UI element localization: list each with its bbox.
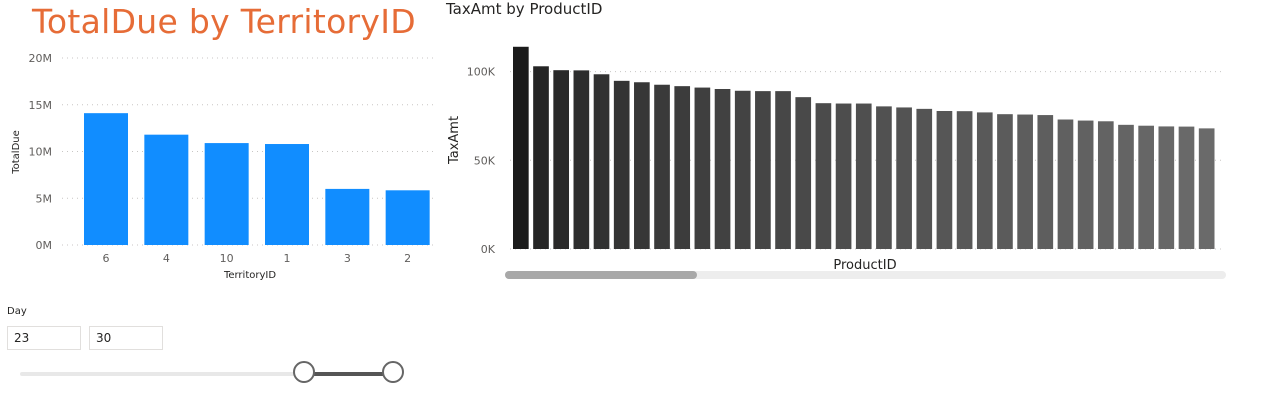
bar-product-21[interactable]: [916, 108, 933, 249]
bar-product-14[interactable]: [775, 91, 791, 250]
bar-product-29[interactable]: [1077, 120, 1094, 249]
bar-territory-2[interactable]: [385, 190, 430, 245]
bar-product-28[interactable]: [1057, 119, 1074, 249]
scrollbar-thumb[interactable]: [505, 271, 697, 279]
x-axis-title: TerritoryID: [223, 270, 276, 281]
slider-selected-range: [303, 372, 393, 376]
end-day-input[interactable]: 30: [89, 326, 163, 350]
slider-track[interactable]: [20, 372, 393, 376]
bar-product-5[interactable]: [593, 74, 610, 249]
bar-product-12[interactable]: [734, 90, 751, 249]
total-due-chart[interactable]: 0M 5M 10M 15M 20M 6 4 10 1 3 2 TerritoryID TotalDue: [0, 40, 440, 290]
bar-product-22[interactable]: [936, 110, 953, 249]
bar-product-9[interactable]: [674, 86, 691, 249]
x-tick-label: 1: [284, 252, 291, 265]
bar-product-18[interactable]: [855, 103, 872, 250]
y-axis-title: TotalDue: [11, 130, 22, 175]
y-tick-label: 50K: [474, 154, 496, 167]
x-tick-label: 3: [344, 252, 351, 265]
bar-product-6[interactable]: [613, 80, 630, 249]
x-axis-title: ProductID: [833, 258, 896, 273]
slicer-title: Day: [7, 306, 27, 317]
bar-product-15[interactable]: [795, 97, 812, 249]
bar-product-19[interactable]: [876, 106, 892, 250]
bar-territory-6[interactable]: [84, 113, 128, 245]
bar-product-34[interactable]: [1178, 126, 1195, 249]
y-tick-label: 0K: [481, 243, 496, 256]
bar-product-17[interactable]: [835, 103, 852, 250]
bar-product-30[interactable]: [1097, 121, 1114, 249]
slider-start-handle[interactable]: [292, 361, 315, 383]
bar-product-35[interactable]: [1198, 128, 1215, 249]
bar-product-23[interactable]: [956, 111, 973, 249]
start-day-input[interactable]: 23: [7, 326, 81, 350]
bar-product-7[interactable]: [634, 82, 650, 250]
slider-end-handle[interactable]: [382, 361, 404, 383]
y-tick-label: 5M: [36, 192, 53, 205]
bar-territory-1[interactable]: [265, 144, 309, 245]
y-tick-label: 20M: [29, 52, 53, 65]
bar-product-16[interactable]: [815, 103, 832, 249]
y-axis-title: TaxAmt: [447, 116, 462, 165]
y-tick-label: 100K: [467, 66, 496, 79]
bar-product-10[interactable]: [694, 87, 711, 249]
bar-product-13[interactable]: [755, 91, 771, 250]
bar-product-27[interactable]: [1037, 115, 1054, 249]
bar-territory-3[interactable]: [325, 188, 370, 245]
bar-product-3[interactable]: [553, 70, 570, 249]
bar-product-4[interactable]: [573, 70, 590, 249]
y-tick-label: 10M: [29, 146, 53, 159]
day-slicer: Day 23 30: [7, 306, 427, 396]
bar-territory-10[interactable]: [204, 143, 249, 245]
bar-product-8[interactable]: [654, 84, 670, 249]
bar-product-31[interactable]: [1118, 124, 1134, 249]
bar-product-33[interactable]: [1158, 126, 1175, 249]
y-tick-label: 15M: [29, 99, 53, 112]
x-tick-label: 6: [103, 252, 110, 265]
tax-amt-chart[interactable]: 0K 50K 100K ProductID TaxAmt: [440, 25, 1240, 285]
bar-product-24[interactable]: [976, 112, 993, 250]
chart-title-total-due: TotalDue by TerritoryID: [32, 2, 416, 41]
bar-product-20[interactable]: [896, 107, 912, 249]
bar-product-11[interactable]: [714, 88, 731, 249]
chart-title-tax-amt: TaxAmt by ProductID: [446, 0, 603, 18]
bar-product-1[interactable]: [513, 46, 529, 249]
bar-product-2[interactable]: [533, 66, 549, 249]
bar-product-26[interactable]: [1017, 114, 1033, 250]
bar-territory-4[interactable]: [144, 134, 189, 245]
bar-product-32[interactable]: [1138, 125, 1154, 249]
bar-product-25[interactable]: [997, 114, 1013, 249]
x-tick-label: 10: [220, 252, 234, 265]
x-tick-label: 4: [163, 252, 170, 265]
y-tick-label: 0M: [36, 239, 53, 252]
x-tick-label: 2: [404, 252, 411, 265]
